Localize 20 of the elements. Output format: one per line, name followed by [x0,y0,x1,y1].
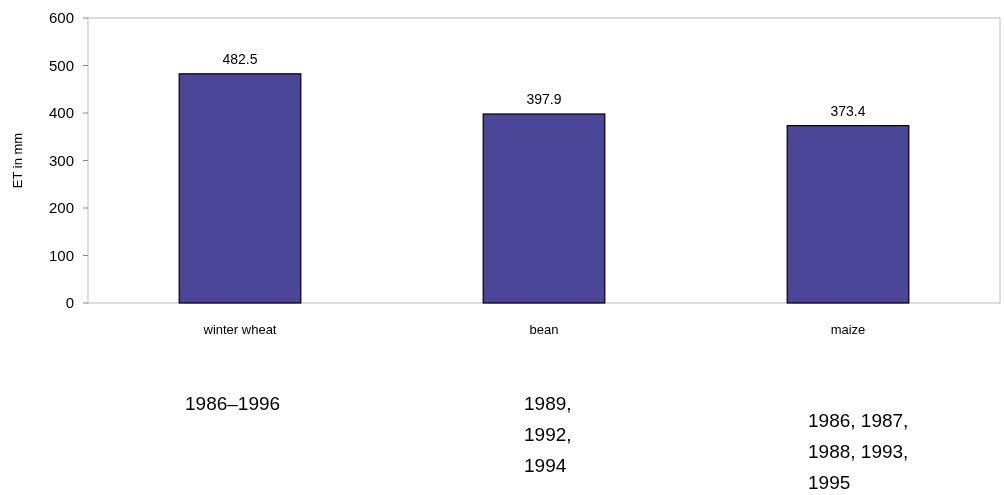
data-label: 373.4 [830,102,866,119]
y-tick-label: 100 [48,246,74,264]
x-tick-label: winter wheat [202,322,277,337]
y-tick-label: 500 [48,56,74,74]
bar [178,73,302,304]
data-label: 482.5 [222,50,258,67]
x-tick-label: bean [529,322,559,337]
text: 1989, 1992, 1994 [524,393,572,476]
y-tick-label: 300 [48,151,74,169]
y-axis-title: ET in mm [10,132,25,189]
y-tick-label: 200 [48,199,74,217]
x-tick-label: maize [830,322,866,337]
y-tick-label: 600 [48,9,74,27]
y-tick-label: 400 [48,104,74,122]
data-label: 397.9 [526,91,562,107]
y-tick-label: 0 [65,294,74,312]
text: 1986, 1987, 1988, 1993, 1995 [808,410,909,493]
bar [482,113,606,304]
bar [786,125,910,304]
text: 1986–1996 [185,393,281,414]
